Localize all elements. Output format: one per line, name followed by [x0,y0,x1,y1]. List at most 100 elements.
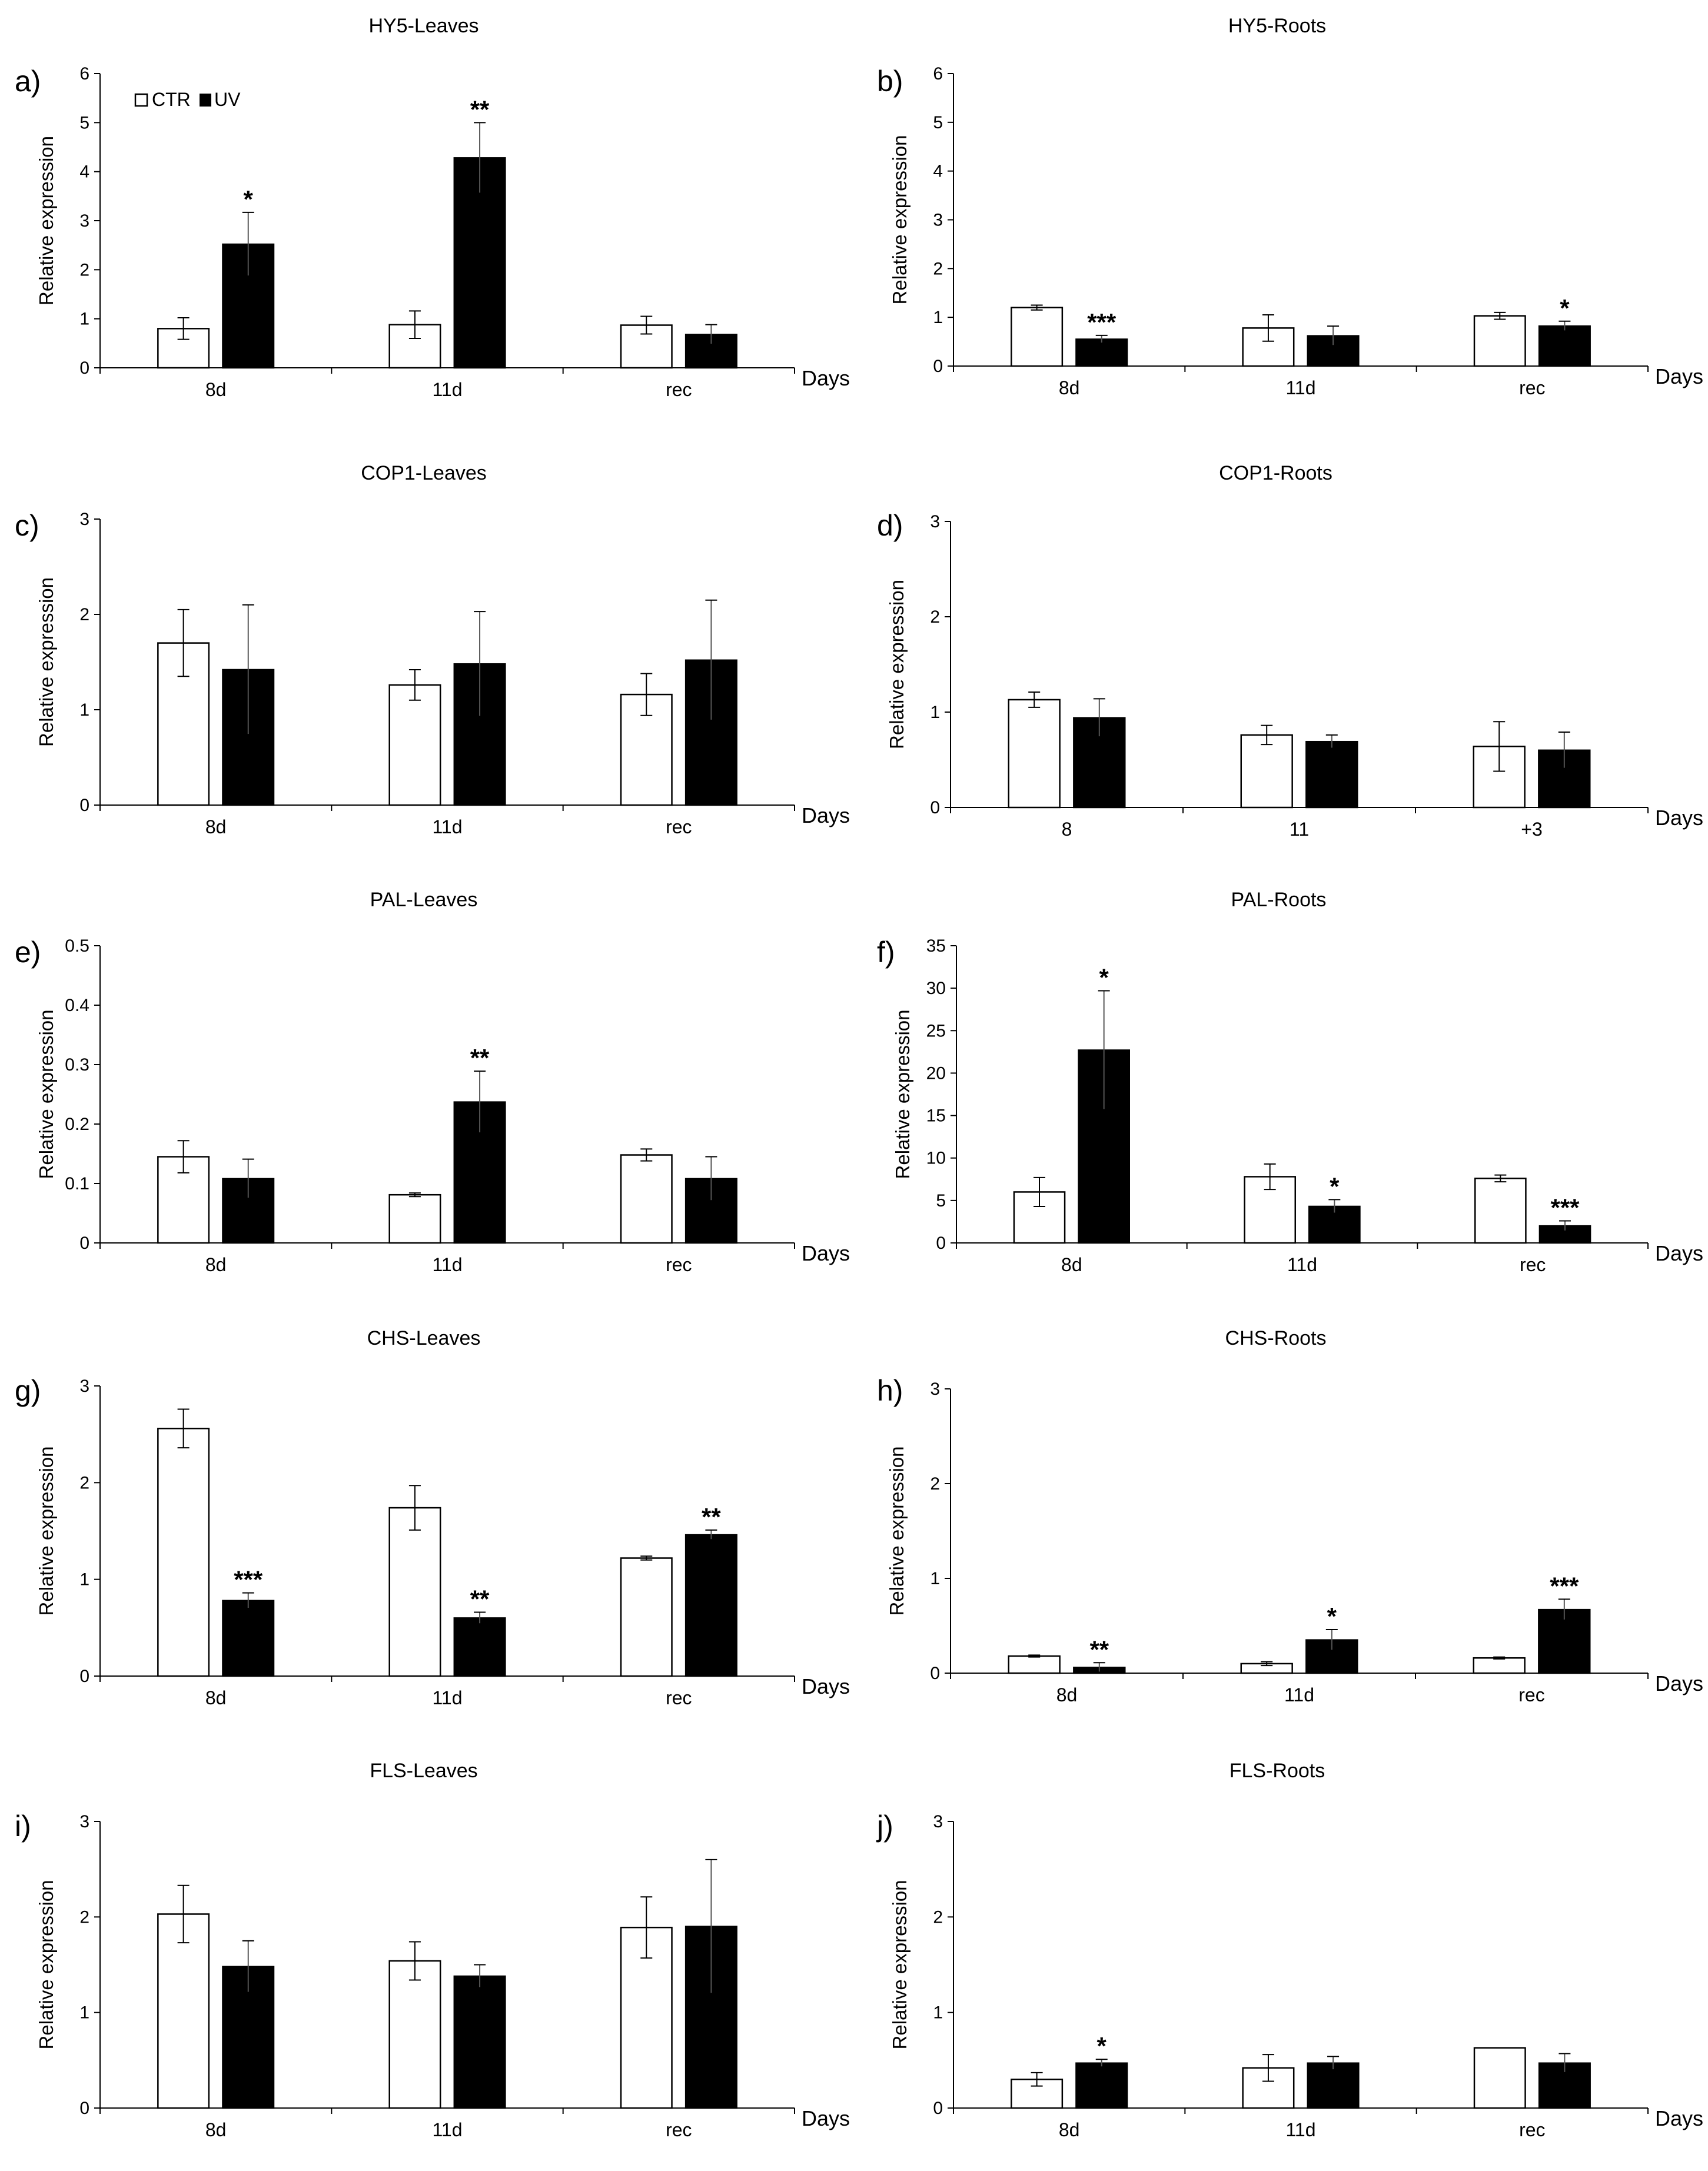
chart-panel-chs-leaves: CHS-Leaves g) Relative expression 0 1 2 3 8d 11d… [15,1327,850,1708]
y-tick-label: 0 [79,1667,89,1686]
x-tick-label: 11d [432,1254,462,1275]
y-tick-label: 2 [79,1907,89,1927]
x-tick-label: 11d [1285,2119,1315,2140]
bar-ctr-rec [1474,1178,1527,1244]
x-tick-label: 8d [205,1254,227,1275]
bar-ctr-rec [620,1154,673,1244]
x-tick-label: 8d [1059,2119,1080,2140]
bar-uv-11d [453,1617,506,1677]
chart-panel-pal-leaves: PAL-Leaves e) Relative expression 0 0.1 0.2 0.… [15,889,850,1275]
bar-uv-8d [222,1600,275,1677]
x-tick-label: rec [666,1687,692,1708]
legend-swatch-uv [200,94,211,107]
panel-label: i) [15,1810,31,1843]
y-tick-label: 0 [79,1234,89,1253]
y-tick-label: 1 [933,2003,943,2023]
bar-uv-8d [1075,2062,1128,2109]
bar-ctr-11d [388,1507,441,1677]
y-tick-label: 0 [79,2099,89,2118]
chart-title: CHS-Leaves [367,1327,481,1349]
panel-label: e) [15,936,41,969]
bar-uv-rec [684,1534,737,1677]
bar-uv-8d [222,243,275,369]
chart-title: HY5-Roots [1228,15,1326,37]
x-tick-label: 11d [432,1687,462,1708]
y-axis-label: Relative expression [886,1447,908,1616]
panel-label: f) [877,936,895,969]
significance-marker: ** [470,1585,490,1613]
x-tick-label: 11d [432,379,462,400]
y-tick-label: 20 [926,1063,946,1083]
bar-ctr-8 [1008,699,1061,809]
y-tick-label: 3 [930,512,940,531]
y-tick-label: 3 [930,1379,940,1399]
bar-ctr-rec [620,1557,673,1677]
y-tick-label: 6 [933,64,943,84]
chart-panel-chs-roots: CHS-Roots h) Relative expression 0 1 2 3 8d 11d r… [877,1327,1703,1705]
y-tick-label: 0.2 [65,1115,89,1134]
y-tick-label: 1 [930,703,940,722]
x-axis-label: Days [1655,2106,1703,2130]
y-tick-label: 30 [926,979,946,998]
y-tick-label: 0 [933,357,943,376]
significance-marker: * [1330,1172,1340,1200]
bar-uv-8d [1078,1049,1131,1244]
legend-swatch-ctr [134,93,148,107]
y-tick-label: 5 [933,113,943,132]
x-axis-label: Days [1655,364,1703,388]
x-axis-label: Days [1655,1241,1703,1265]
chart-title: COP1-Roots [1219,462,1332,484]
bar-uv-11d [453,1975,506,2109]
y-axis-label: Relative expression [886,580,908,749]
significance-marker: *** [234,1566,263,1594]
panel-label: c) [15,509,39,542]
y-tick-label: 0.4 [65,996,89,1015]
y-tick-label: 0.3 [65,1055,89,1075]
x-tick-label: 8d [1061,1254,1082,1275]
bar-ctr-rec [1473,2047,1526,2109]
y-tick-label: 2 [79,1473,89,1492]
legend: CTR UV [134,89,241,110]
bar-uv-11 [1305,740,1358,809]
significance-marker: *** [1087,308,1116,336]
x-tick-label: 8d [205,1687,227,1708]
x-tick-label: 11d [432,816,462,837]
y-tick-label: 2 [933,259,943,278]
x-tick-label: 11d [1287,1254,1317,1275]
bar-ctr-8d [157,1428,210,1677]
chart-panel-hy5-roots: HY5-Roots b) Relative expression 0 1 2 3 4 5 6 8d 1… [877,15,1703,398]
x-tick-label: rec [666,816,692,837]
chart-title: COP1-Leaves [361,462,487,484]
x-axis-label: Days [1655,1671,1703,1695]
y-tick-label: 3 [933,211,943,230]
y-tick-label: 0 [933,2099,943,2118]
chart-title: PAL-Leaves [370,889,478,911]
x-tick-label: rec [1518,1684,1544,1705]
panel-label: b) [877,65,903,98]
x-tick-label: rec [1519,377,1545,398]
significance-marker: * [1097,2032,1107,2060]
y-tick-label: 5 [936,1191,946,1211]
y-tick-label: 4 [933,162,943,181]
panel-label: g) [15,1374,41,1407]
y-tick-label: 0 [930,798,940,817]
y-axis-label: Relative expression [889,1880,911,2050]
y-tick-label: 15 [926,1106,946,1126]
significance-marker: ** [470,1044,490,1072]
chart-panel-pal-roots: PAL-Roots f) Relative expression 0 5 10 15 20 25… [877,889,1703,1275]
y-tick-label: 2 [930,1474,940,1494]
y-tick-label: 1 [933,308,943,327]
chart-title: CHS-Roots [1225,1327,1327,1349]
x-tick-label: rec [666,2119,692,2140]
bar-ctr-8d [1008,1655,1061,1674]
x-tick-label: 11 [1290,819,1309,840]
bar-ctr-8d [1011,307,1064,367]
y-tick-label: 1 [79,700,89,720]
x-tick-label: 8d [205,816,227,837]
panel-label: d) [877,509,903,542]
y-tick-label: 25 [926,1021,946,1040]
bar-ctr-11d [388,684,441,806]
x-tick-label: rec [1520,1254,1546,1275]
panel-label: j) [876,1810,893,1843]
